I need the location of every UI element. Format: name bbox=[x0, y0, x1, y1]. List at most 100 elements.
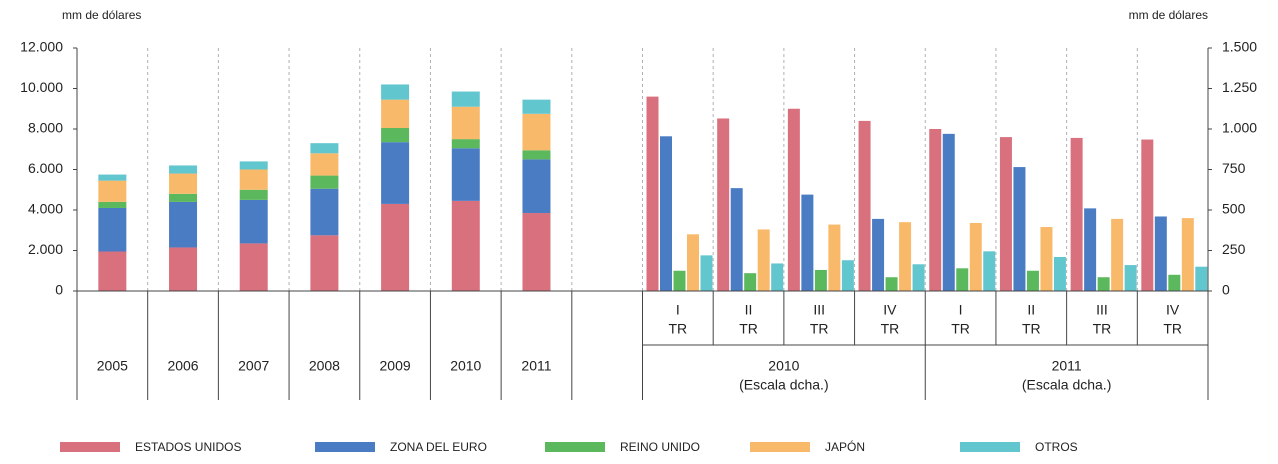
bar-segment bbox=[310, 188, 339, 236]
bar-segment bbox=[522, 159, 551, 214]
bar bbox=[1097, 277, 1110, 291]
x-tick-label: II bbox=[1027, 302, 1035, 318]
y2-axis-label: mm de dólares bbox=[1129, 8, 1208, 22]
legend-label: REINO UNIDO bbox=[620, 440, 700, 454]
bar-segment bbox=[381, 203, 410, 291]
y-tick-label: 0 bbox=[55, 282, 63, 298]
bar-segment bbox=[239, 199, 268, 244]
y-tick-label: 4.000 bbox=[28, 201, 63, 217]
bar bbox=[687, 234, 699, 291]
x-tick-label: 2005 bbox=[97, 358, 128, 374]
bar-segment bbox=[310, 143, 339, 154]
bar bbox=[828, 224, 841, 291]
y-tick-label: 10.000 bbox=[20, 79, 63, 95]
x-tick-label: III bbox=[1096, 302, 1108, 318]
bar-segment bbox=[381, 142, 410, 204]
bar-segment bbox=[169, 173, 198, 194]
y2-tick-label: 750 bbox=[1222, 160, 1246, 176]
bar-segment bbox=[522, 113, 551, 151]
x-tick-label: 2010 bbox=[450, 358, 481, 374]
bar bbox=[646, 96, 659, 291]
bar-segment bbox=[381, 127, 410, 143]
legend-label: ZONA DEL EURO bbox=[390, 440, 487, 454]
bar-segment bbox=[98, 201, 127, 208]
bar-segment bbox=[522, 99, 551, 114]
x-tick-label: TR bbox=[810, 321, 829, 337]
bar bbox=[744, 273, 757, 291]
bar bbox=[757, 229, 770, 291]
bar bbox=[885, 277, 898, 291]
bar-segment bbox=[239, 189, 268, 200]
y2-tick-label: 500 bbox=[1222, 201, 1246, 217]
bar-segment bbox=[522, 213, 551, 291]
bar bbox=[771, 263, 784, 291]
x-tick-label: TR bbox=[669, 321, 688, 337]
bar bbox=[660, 136, 672, 291]
bar-segment bbox=[522, 150, 551, 160]
bar bbox=[730, 188, 743, 291]
y-tick-label: 12.000 bbox=[20, 39, 63, 55]
x-tick-label: TR bbox=[1093, 321, 1112, 337]
bar bbox=[858, 120, 871, 292]
bar bbox=[983, 251, 996, 291]
x-tick-label: IV bbox=[1166, 302, 1180, 318]
bar bbox=[1124, 265, 1137, 291]
x-tick-label: IV bbox=[883, 302, 897, 318]
x-tick-label: TR bbox=[1022, 321, 1041, 337]
x-tick-label: 2009 bbox=[380, 358, 411, 374]
bar bbox=[1013, 167, 1026, 291]
bar bbox=[872, 218, 885, 291]
bar bbox=[942, 133, 955, 291]
bar-segment bbox=[310, 235, 339, 291]
bar bbox=[1154, 216, 1167, 291]
bar bbox=[1141, 139, 1154, 291]
legend-swatch bbox=[315, 442, 375, 452]
bar bbox=[956, 268, 969, 291]
y2-tick-label: 0 bbox=[1222, 282, 1230, 298]
group-note: (Escala dcha.) bbox=[1022, 377, 1111, 393]
bar-segment bbox=[451, 200, 480, 291]
bar bbox=[969, 222, 982, 291]
group-note: (Escala dcha.) bbox=[739, 377, 828, 393]
bar bbox=[899, 222, 912, 291]
bar bbox=[801, 194, 814, 291]
x-tick-label: II bbox=[745, 302, 753, 318]
bar bbox=[673, 270, 686, 291]
bar-segment bbox=[451, 139, 480, 149]
y-tick-label: 6.000 bbox=[28, 160, 63, 176]
legend-swatch bbox=[545, 442, 605, 452]
x-tick-label: 2008 bbox=[309, 358, 340, 374]
bar-segment bbox=[381, 99, 410, 128]
bar-segment bbox=[169, 193, 198, 202]
bar bbox=[1026, 270, 1039, 291]
bar bbox=[1111, 218, 1124, 291]
bar-segment bbox=[451, 91, 480, 107]
x-tick-label: I bbox=[676, 302, 680, 318]
x-tick-label: 2007 bbox=[238, 358, 269, 374]
bar-segment bbox=[451, 148, 480, 201]
bar-segment bbox=[169, 247, 198, 291]
bar-segment bbox=[98, 207, 127, 252]
group-label: 2010 bbox=[768, 358, 799, 374]
y2-tick-label: 1.500 bbox=[1222, 39, 1257, 55]
bar bbox=[1084, 208, 1097, 291]
bar-segment bbox=[310, 175, 339, 189]
x-tick-label: TR bbox=[739, 321, 758, 337]
y2-tick-label: 250 bbox=[1222, 241, 1246, 257]
legend-swatch bbox=[960, 442, 1020, 452]
bar bbox=[999, 137, 1012, 291]
legend-label: JAPÓN bbox=[825, 439, 865, 454]
bar bbox=[1195, 266, 1208, 291]
x-tick-label: 2006 bbox=[167, 358, 198, 374]
y-tick-label: 2.000 bbox=[28, 241, 63, 257]
bar bbox=[787, 108, 800, 291]
bar-segment bbox=[239, 169, 268, 190]
y-axis-label: mm de dólares bbox=[62, 8, 141, 22]
bar-segment bbox=[169, 165, 198, 174]
bar bbox=[841, 260, 854, 291]
bar bbox=[1181, 218, 1194, 291]
bar-segment bbox=[310, 153, 339, 176]
bar bbox=[1053, 256, 1066, 291]
bar bbox=[717, 118, 730, 291]
